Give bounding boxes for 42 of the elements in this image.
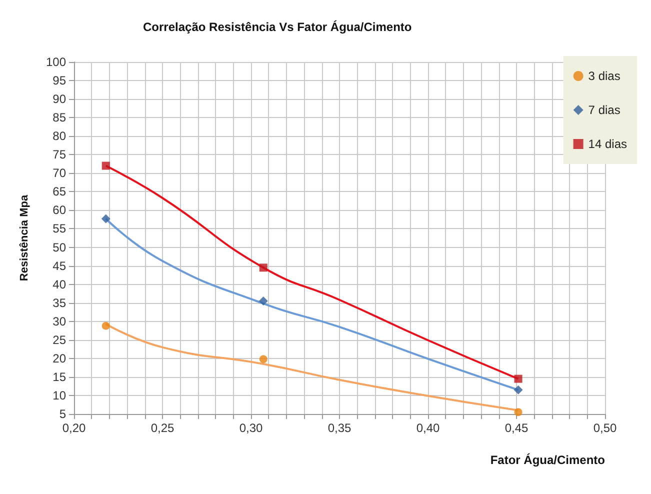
y-tick-label: 25 (52, 332, 66, 347)
point (258, 296, 268, 306)
y-tick-label: 35 (52, 296, 66, 310)
y-tick-label: 80 (52, 129, 66, 144)
legend-label: 14 dias (588, 137, 628, 151)
point (102, 322, 110, 330)
point (101, 214, 110, 224)
point (514, 385, 523, 394)
y-tick-label: 45 (52, 258, 66, 273)
x-axis-title: Fator Água/Cimento (490, 453, 605, 467)
point (259, 264, 268, 272)
legend-label: 3 dias (588, 69, 620, 83)
y-tick-label: 50 (52, 240, 66, 254)
chart-title: Correlação Resistência Vs Fator Água/Cimento (143, 20, 412, 34)
y-tick-label: 40 (52, 277, 66, 292)
y-tick-label: 85 (52, 110, 66, 125)
y-tick-label: 70 (52, 166, 66, 180)
y-tick-label: 65 (52, 184, 66, 199)
x-tick-label: 0,35 (328, 421, 352, 435)
y-tick-label: 10 (52, 388, 66, 402)
y-tick-label: 5 (59, 407, 66, 421)
y-tick-label: 30 (52, 314, 66, 328)
x-tick-label: 0,50 (593, 421, 617, 435)
point (514, 408, 522, 416)
x-tick-label: 0,25 (150, 421, 174, 435)
y-tick-label: 20 (52, 351, 66, 366)
x-tick-label: 0,45 (504, 421, 528, 435)
y-tick-label: 100 (46, 55, 66, 69)
y-tick-label: 55 (52, 222, 66, 236)
x-tick-label: 0,30 (239, 421, 263, 435)
y-axis-title: Resistência Mpa (18, 194, 30, 282)
y-tick-label: 90 (52, 92, 66, 106)
point (259, 355, 268, 364)
point (514, 374, 522, 383)
x-tick-label: 0,20 (62, 421, 86, 435)
y-tick-label: 75 (52, 148, 66, 162)
legend-label: 7 dias (588, 103, 620, 117)
x-tick-label: 0,40 (416, 421, 440, 435)
y-tick-label: 15 (52, 370, 66, 384)
y-tick-label: 95 (52, 74, 66, 88)
y-tick-label: 60 (52, 203, 66, 218)
point (102, 162, 110, 170)
